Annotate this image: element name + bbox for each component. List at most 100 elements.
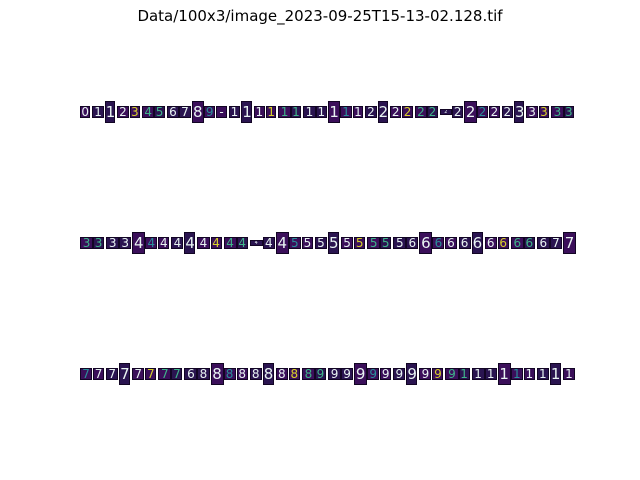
digit-tile: 6 — [406, 237, 419, 249]
digit-tile: 8 — [191, 101, 204, 123]
digit-tile: 1 — [536, 368, 549, 380]
digit-tile: 7 — [93, 368, 105, 380]
digit-tile: 1 — [458, 368, 470, 380]
digit-tile: 7 — [119, 363, 131, 385]
digit-tile: 9 — [367, 368, 380, 380]
digit-tile: 2 — [476, 106, 489, 118]
digit-tile: 2 — [402, 106, 413, 118]
digit-tile: 8 — [249, 368, 262, 380]
digit-tile: 4 — [145, 237, 158, 249]
digit-tile: 5 — [354, 237, 366, 249]
digit-tile: 0 — [80, 106, 91, 118]
digit-tile: 3 — [514, 101, 525, 123]
digit-tile: 2 — [365, 106, 377, 118]
digit-tile: 3 — [80, 237, 94, 249]
digit-tile: 1 — [562, 368, 575, 380]
digit-tile: 7 — [145, 368, 157, 380]
digit-tile: 8 — [301, 368, 315, 380]
digit-tile: 1 — [352, 106, 364, 118]
digit-tile: 9 — [314, 368, 326, 380]
digit-tile: 8 — [210, 363, 224, 385]
digit-tile: 1 — [510, 368, 523, 380]
digit-tile: 5 — [301, 237, 313, 249]
digit-tile: 3 — [563, 106, 574, 118]
digit-tile: 4 — [249, 240, 263, 246]
digit-tile: 9 — [445, 368, 459, 380]
digit-tile: 4 — [210, 237, 222, 249]
digit-tile: 2 — [489, 106, 500, 118]
digit-tile: 2 — [414, 106, 428, 118]
digit-tile: 1 — [253, 106, 265, 118]
digit-tile: 4 — [132, 232, 146, 254]
digit-tile: 3 — [129, 106, 140, 118]
digit-tile: 3 — [538, 106, 550, 118]
digit-tile: 9 — [419, 368, 432, 380]
digit-tile: 1 — [278, 106, 291, 118]
digit-tile: 4 — [142, 106, 155, 118]
digit-tile: 3 — [119, 237, 132, 249]
digit-tile: 6 — [471, 232, 483, 254]
digit-tile: 1 — [471, 368, 485, 380]
digit-tile: 1 — [228, 106, 241, 118]
digit-tile: 4 — [223, 237, 237, 249]
digit-tile: 4 — [262, 237, 275, 249]
digit-tile: 2 — [452, 106, 464, 118]
digit-tile: 3 — [106, 237, 120, 249]
digit-tile: 2 — [427, 106, 438, 118]
digit-tile: 2 — [439, 109, 452, 115]
digit-tile: 5 — [380, 237, 392, 249]
digit-tile: 2 — [464, 101, 477, 123]
digit-tile: 7 — [132, 368, 145, 380]
digit-tile: 3 — [526, 106, 538, 118]
digit-tile: 9 — [393, 368, 406, 380]
digit-tile: 2 — [501, 106, 513, 118]
digit-tile: 6 — [510, 237, 524, 249]
digit-tile: 9 — [406, 363, 418, 385]
digit-tile: 5 — [154, 106, 165, 118]
digit-tile: 7 — [106, 368, 119, 380]
digit-tile: 8 — [262, 363, 274, 385]
digit-tile: 1 — [523, 368, 535, 380]
digit-tile: 7 — [80, 368, 93, 380]
digit-tile: 4 — [171, 237, 184, 249]
digit-tile: 5 — [393, 237, 407, 249]
digit-tile: 1 — [290, 106, 302, 118]
digit-tile: 5 — [367, 237, 381, 249]
digit-tile: 7 — [179, 106, 191, 118]
digit-tile: 1 — [104, 101, 116, 123]
digit-tile: 7 — [171, 368, 183, 380]
digit-tile: 9 — [380, 368, 392, 380]
digit-tile: 3 — [551, 106, 564, 118]
digit-tile: 1 — [328, 101, 341, 123]
digit-tile: 7 — [158, 368, 172, 380]
digit-tile: 9 — [354, 363, 368, 385]
digit-tile: 9 — [204, 106, 216, 118]
digit-tile: 9 — [328, 368, 342, 380]
digit-tile: 7 — [562, 232, 576, 254]
digit-tile: 6 — [184, 368, 198, 380]
digit-tile: 5 — [341, 237, 354, 249]
digit-tile: 8 — [275, 368, 288, 380]
digit-tile: 1 — [241, 101, 252, 123]
digit-tile: 5 — [288, 237, 301, 249]
digit-tile: 8 — [236, 368, 248, 380]
digit-tile: 2 — [377, 101, 388, 123]
digit-tile: 6 — [166, 106, 180, 118]
digit-tile: 9 — [432, 368, 444, 380]
digit-tile: 6 — [445, 237, 457, 249]
digit-tile: 4 — [197, 237, 210, 249]
digit-tile: 4 — [275, 232, 289, 254]
digit-tile: 1 — [484, 368, 497, 380]
digit-tile: 4 — [236, 237, 248, 249]
digit-tile: 6 — [484, 237, 497, 249]
digit-tile: - — [216, 106, 227, 118]
digit-tile: 9 — [341, 368, 354, 380]
digit-tile: 1 — [92, 106, 104, 118]
digit-tile: 6 — [536, 237, 550, 249]
digit-tile: 6 — [432, 237, 445, 249]
digit-tile: 8 — [197, 368, 210, 380]
digit-tile: 6 — [497, 237, 509, 249]
digit-tile: 7 — [549, 237, 562, 249]
